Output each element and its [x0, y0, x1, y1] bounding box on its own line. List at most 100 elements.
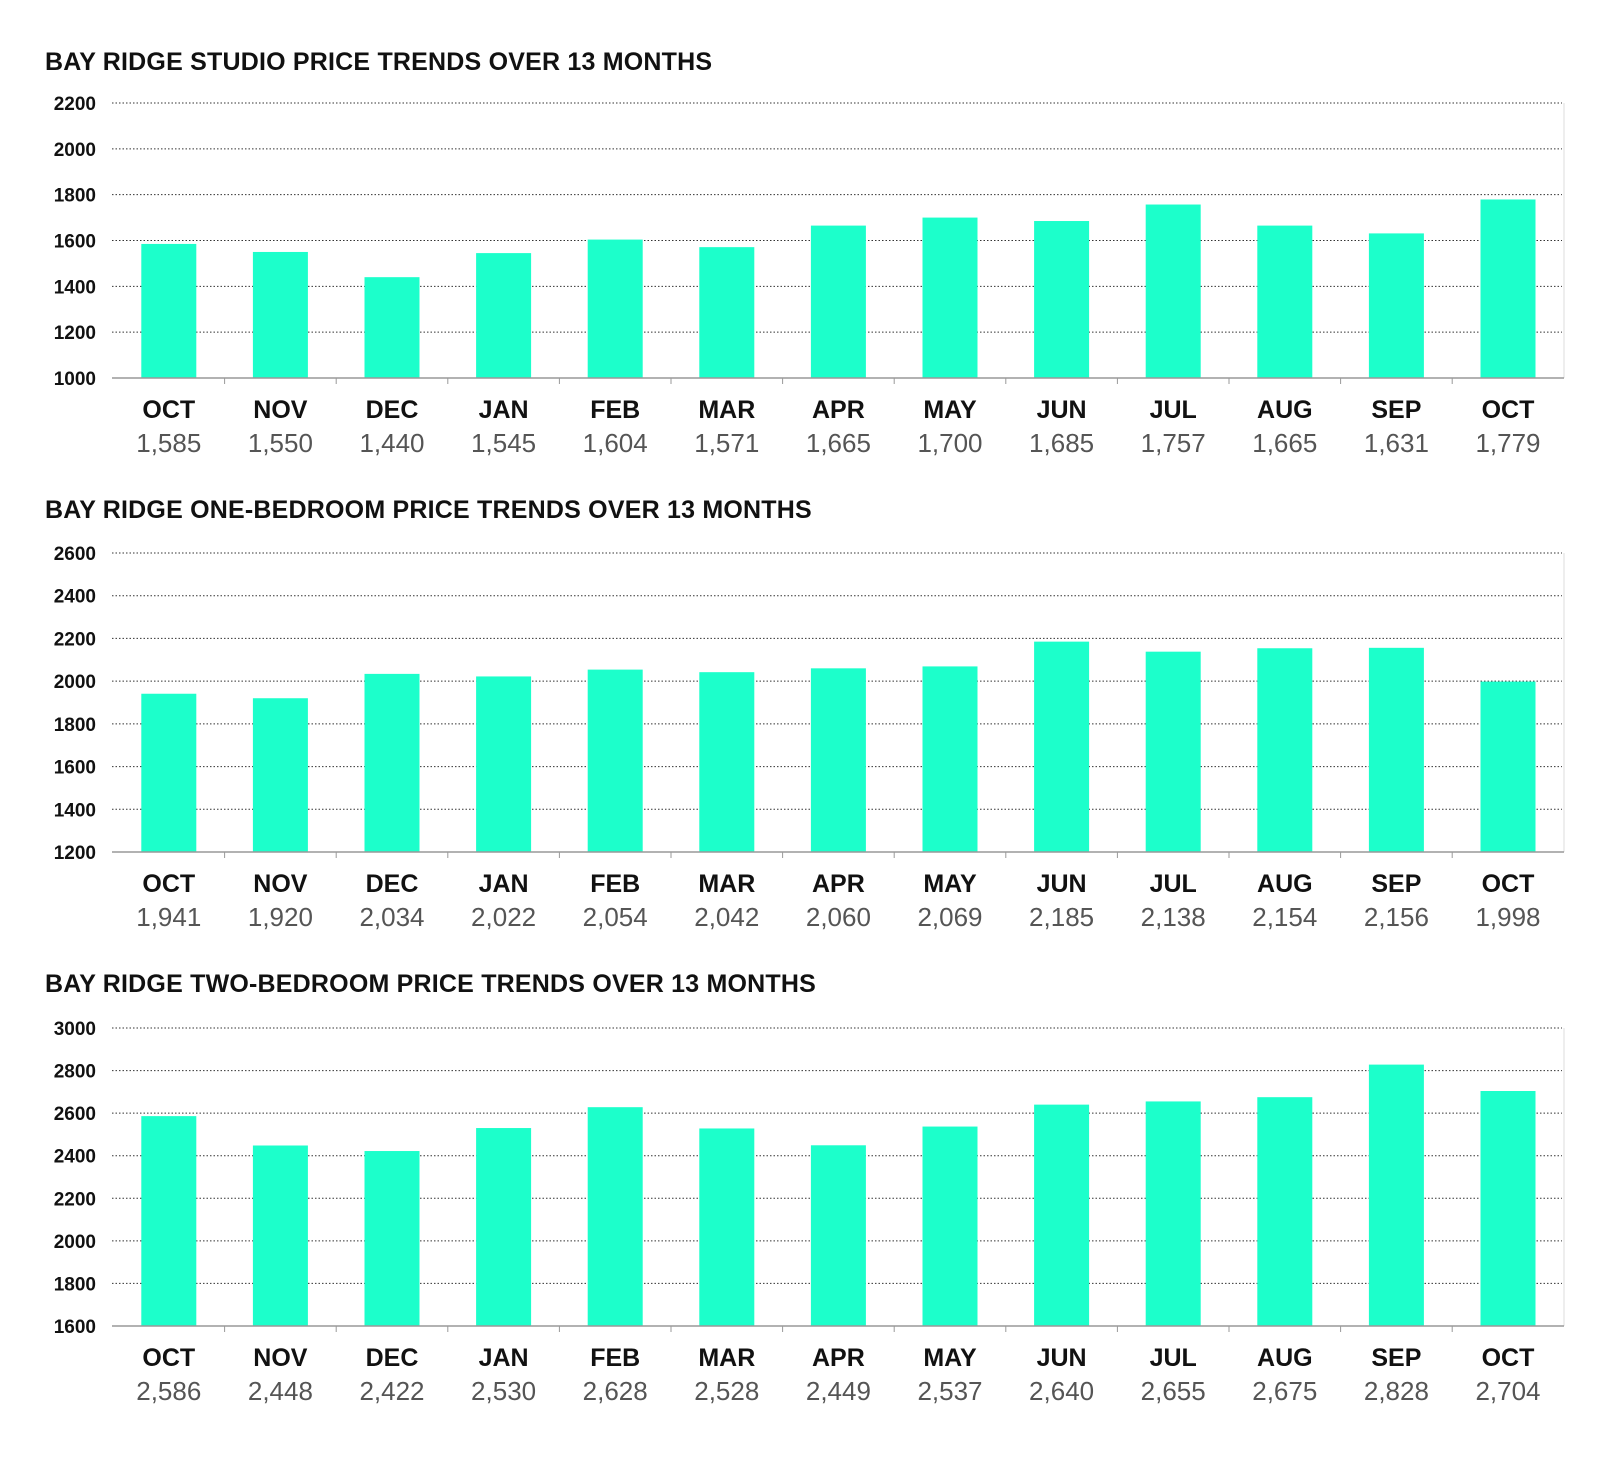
bar-value-label: 1,779 [1475, 428, 1540, 458]
bar-value-label: 2,034 [359, 902, 424, 932]
bar-chart-2: BAY RIDGE ONE-BEDROOM PRICE TRENDS OVER … [45, 496, 1565, 932]
bar [922, 1126, 978, 1326]
x-category-label: OCT [1482, 1344, 1535, 1372]
x-category-label: OCT [142, 396, 195, 424]
bar-value-label: 1,440 [359, 428, 424, 458]
bar [141, 243, 197, 378]
bar-value-label: 1,700 [917, 428, 982, 458]
bar [364, 277, 420, 378]
bar-value-label: 1,585 [136, 428, 201, 458]
bar-value-label: 1,631 [1364, 428, 1429, 458]
bar [364, 1151, 420, 1326]
x-category-label: SEP [1371, 870, 1421, 898]
bar-value-label: 2,185 [1029, 902, 1094, 932]
x-category-label: NOV [253, 870, 308, 898]
bar-value-label: 2,640 [1029, 1376, 1094, 1406]
bar [587, 239, 643, 378]
bar-chart-1: BAY RIDGE STUDIO PRICE TRENDS OVER 13 MO… [45, 48, 1565, 458]
x-category-label: MAR [698, 396, 755, 424]
x-category-label: FEB [590, 396, 640, 424]
y-tick-label: 2400 [54, 587, 96, 608]
bar [1034, 641, 1090, 852]
x-category-label: MAR [698, 870, 755, 898]
x-category-label: AUG [1257, 396, 1313, 424]
y-tick-label: 2200 [54, 1189, 96, 1210]
y-tick-label: 2200 [54, 629, 96, 650]
y-tick-label: 1000 [54, 369, 96, 390]
bar-value-label: 2,422 [359, 1376, 424, 1406]
y-tick-label: 1800 [54, 186, 96, 207]
y-tick-label: 2400 [54, 1147, 96, 1168]
bar-value-label: 1,757 [1141, 428, 1206, 458]
x-category-label: OCT [1482, 870, 1535, 898]
y-tick-label: 2000 [54, 140, 96, 161]
bar-value-label: 2,069 [917, 902, 982, 932]
bar [476, 1128, 532, 1326]
x-category-label: JAN [479, 396, 529, 424]
bar [252, 1145, 308, 1326]
bar-value-label: 2,704 [1475, 1376, 1540, 1406]
bar [1368, 647, 1424, 852]
y-tick-label: 2000 [54, 1232, 96, 1253]
bar [699, 672, 755, 852]
y-tick-label: 1600 [54, 232, 96, 253]
x-category-label: MAY [923, 1344, 977, 1372]
y-tick-label: 2600 [54, 1104, 96, 1125]
bar-value-label: 1,571 [694, 428, 759, 458]
y-tick-label: 1200 [54, 323, 96, 344]
bar-value-label: 1,685 [1029, 428, 1094, 458]
bar [922, 217, 978, 378]
bar [364, 673, 420, 852]
bar-value-label: 1,665 [806, 428, 871, 458]
bar [1368, 233, 1424, 378]
y-tick-label: 1600 [54, 758, 96, 779]
bar [1145, 651, 1201, 852]
bar-value-label: 2,449 [806, 1376, 871, 1406]
bar-value-label: 2,448 [248, 1376, 313, 1406]
bar [252, 251, 308, 378]
bar-value-label: 2,586 [136, 1376, 201, 1406]
x-category-label: AUG [1257, 1344, 1313, 1372]
bar [141, 1116, 197, 1326]
x-category-label: SEP [1371, 396, 1421, 424]
y-tick-label: 2000 [54, 672, 96, 693]
bar-value-label: 1,665 [1252, 428, 1317, 458]
bar-value-label: 2,675 [1252, 1376, 1317, 1406]
bar [476, 253, 532, 378]
chart-title: BAY RIDGE TWO-BEDROOM PRICE TRENDS OVER … [45, 970, 816, 998]
x-category-label: NOV [253, 1344, 308, 1372]
y-tick-label: 1400 [54, 800, 96, 821]
bar-value-label: 2,828 [1364, 1376, 1429, 1406]
bar [1034, 1104, 1090, 1326]
bar [699, 247, 755, 378]
bar [476, 676, 532, 852]
x-category-label: APR [812, 870, 865, 898]
x-category-label: OCT [142, 870, 195, 898]
bar [1480, 681, 1536, 852]
x-category-label: MAR [698, 1344, 755, 1372]
y-tick-label: 3000 [54, 1019, 96, 1040]
x-category-label: JUL [1150, 1344, 1197, 1372]
y-tick-label: 2600 [54, 544, 96, 565]
y-tick-label: 1400 [54, 277, 96, 298]
bar [1480, 199, 1536, 378]
bar [810, 668, 866, 852]
x-category-label: JUN [1037, 870, 1087, 898]
x-category-label: DEC [366, 1344, 419, 1372]
bar [699, 1128, 755, 1326]
x-category-label: OCT [1482, 396, 1535, 424]
x-category-label: JUN [1037, 396, 1087, 424]
bar [1368, 1064, 1424, 1326]
bar-value-label: 2,530 [471, 1376, 536, 1406]
x-category-label: JUL [1150, 870, 1197, 898]
bar [1145, 204, 1201, 378]
y-tick-label: 2200 [54, 94, 96, 115]
x-category-label: OCT [142, 1344, 195, 1372]
bar [1145, 1101, 1201, 1326]
bar [810, 1145, 866, 1326]
bar [141, 693, 197, 852]
x-category-label: JUL [1150, 396, 1197, 424]
x-category-label: NOV [253, 396, 308, 424]
